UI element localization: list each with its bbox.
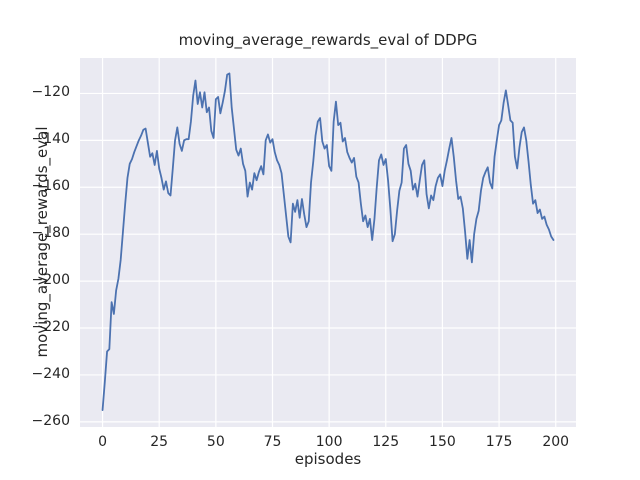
y-tick-label: −180 [31,225,70,242]
series-line [101,72,555,412]
y-tick-label: −240 [31,365,70,382]
y-tick-label: −260 [31,412,70,429]
y-tick-label: −200 [31,272,70,289]
x-tick-label: 175 [485,434,513,450]
chart-title: moving_average_rewards_eval of DDPG [178,31,478,49]
y-tick-label: −160 [31,178,70,195]
x-tick-label: 75 [263,434,282,450]
x-tick-label: 50 [206,434,225,450]
x-tick-label: 25 [150,434,169,450]
plot-area [80,58,576,427]
y-tick-label: −140 [31,131,70,148]
x-tick-label: 150 [429,434,456,450]
y-tick-label: −120 [31,84,70,101]
x-tick-label: 200 [542,434,570,450]
y-tick-label: −220 [31,319,70,335]
x-tick-label: 0 [98,434,107,450]
x-axis-label: episodes [294,450,362,468]
x-tick-label: 100 [315,434,343,450]
x-tick-label: 125 [372,434,400,450]
